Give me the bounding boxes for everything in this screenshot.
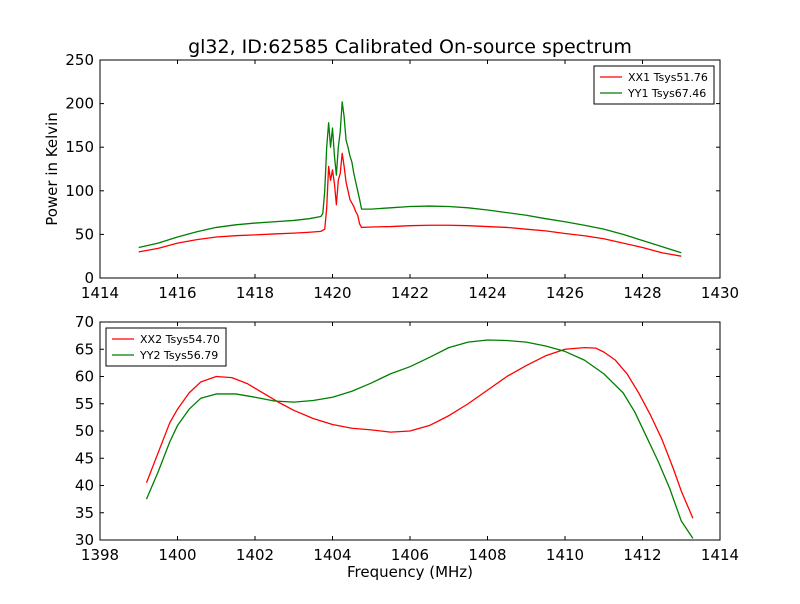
legend-entry: YY1 Tsys67.46	[627, 87, 706, 100]
x-tick-label: 1430	[701, 284, 739, 302]
x-tick-label: 1414	[81, 284, 119, 302]
legend-entry: XX2 Tsys54.70	[140, 333, 220, 346]
y-tick-label: 30	[75, 531, 94, 549]
legend: XX1 Tsys51.76 YY1 Tsys67.46	[593, 65, 715, 105]
y-tick-label: 45	[75, 449, 94, 467]
x-tick-label: 1418	[236, 284, 274, 302]
legend-entry: YY2 Tsys56.79	[139, 349, 218, 362]
x-tick-label: 1406	[391, 546, 429, 564]
x-tick-label: 1416	[158, 284, 196, 302]
y-tick-label: 55	[75, 395, 94, 413]
bottom-plot-panel: 1398 1400 1402 1404 1406 1408 1410 1412 1414 30 35…	[75, 313, 739, 564]
x-tick-label: 1398	[81, 546, 119, 564]
y-tick-label: 200	[65, 95, 94, 113]
x-tick-label: 1410	[546, 546, 584, 564]
legend-entry: XX1 Tsys51.76	[628, 71, 708, 84]
y-tick-label: 50	[75, 422, 94, 440]
y-tick-label: 0	[84, 269, 94, 287]
x-tick-label: 1426	[546, 284, 584, 302]
y-tick-label: 150	[65, 138, 94, 156]
x-tick-label: 1422	[391, 284, 429, 302]
y-tick-label: 100	[65, 182, 94, 200]
chart-title: gl32, ID:62585 Calibrated On-source spec…	[188, 36, 632, 58]
x-tick-label: 1404	[313, 546, 351, 564]
x-axis-label: Frequency (MHz)	[347, 563, 473, 581]
x-tick-label: 1428	[623, 284, 661, 302]
series-line-yy2	[145, 339, 694, 539]
x-tick-label: 1414	[701, 546, 739, 564]
legend: XX2 Tsys54.70 YY2 Tsys56.79	[105, 327, 227, 367]
x-tick-label: 1402	[236, 546, 274, 564]
x-tick-label: 1408	[468, 546, 506, 564]
y-tick-label: 70	[75, 313, 94, 331]
series-line-xx2	[145, 346, 694, 519]
y-tick-label: 250	[65, 51, 94, 69]
series-line-xx1	[138, 152, 682, 257]
y-tick-label: 65	[75, 340, 94, 358]
y-tick-label: 35	[75, 504, 94, 522]
top-plot-panel: 1414 1416 1418 1420 1422 1424 1426 1428 1430 0 50 1…	[65, 51, 739, 302]
x-tick-label: 1424	[468, 284, 506, 302]
y-tick-label: 40	[75, 477, 94, 495]
x-tick-label: 1420	[313, 284, 351, 302]
y-axis-label: Power in Kelvin	[43, 112, 61, 226]
x-tick-label: 1412	[623, 546, 661, 564]
series-line-yy1	[138, 101, 682, 254]
y-tick-label: 50	[75, 225, 94, 243]
y-tick-label: 60	[75, 368, 94, 386]
x-tick-label: 1400	[158, 546, 196, 564]
